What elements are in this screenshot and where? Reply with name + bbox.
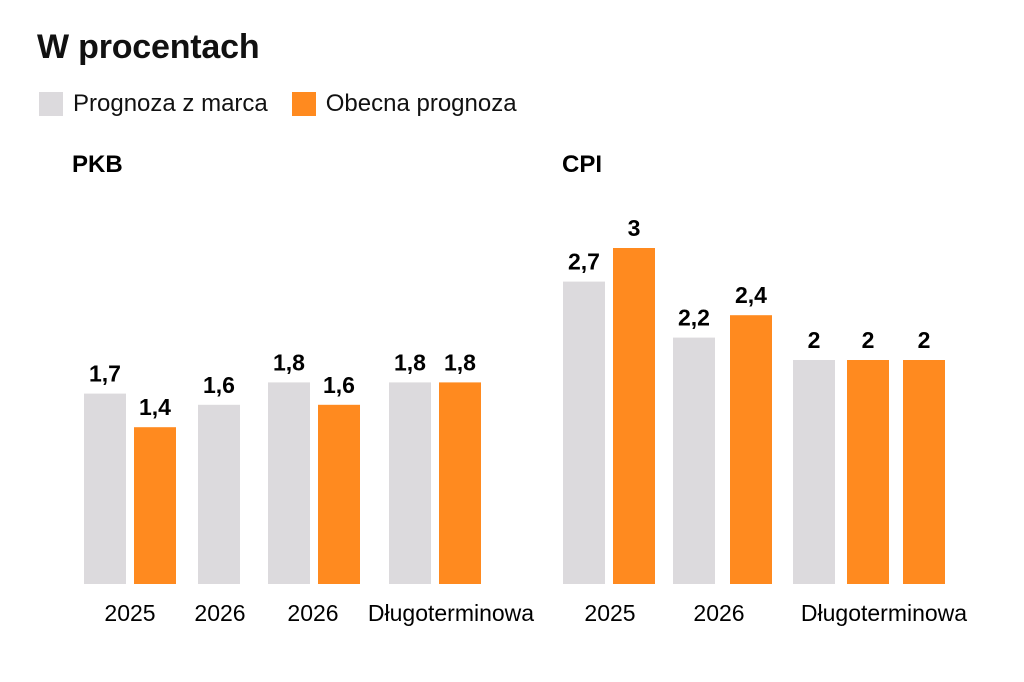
bar-pkb-3-0 — [389, 382, 431, 584]
value-label-cpi-0-0: 2,7 — [568, 249, 600, 275]
legend: Prognoza z marca Obecna prognoza — [39, 90, 541, 118]
category-label-cpi-1: 2026 — [693, 600, 744, 626]
bar-pkb-0-0 — [84, 393, 126, 584]
category-label-pkb-3: Długoterminowa — [368, 600, 534, 626]
panel-title-pkb: PKB — [72, 151, 123, 178]
bar-pkb-2-1 — [318, 404, 360, 584]
value-label-pkb-2-1: 1,6 — [323, 372, 355, 398]
category-label-pkb-0: 2025 — [104, 600, 155, 626]
bar-pkb-2-0 — [268, 382, 310, 584]
value-label-cpi-0-1: 3 — [628, 215, 641, 241]
value-label-cpi-2-1: 2 — [862, 327, 875, 353]
bar-cpi-0-0 — [563, 281, 605, 584]
bar-cpi-1-1 — [730, 315, 772, 584]
bar-cpi-0-1 — [613, 248, 655, 584]
value-label-pkb-3-1: 1,8 — [444, 349, 476, 375]
value-label-cpi-2-0: 2 — [808, 327, 821, 353]
legend-label-prev: Prognoza z marca — [73, 90, 268, 117]
value-label-pkb-0-0: 1,7 — [89, 361, 121, 387]
category-label-cpi-2: Długoterminowa — [801, 600, 967, 626]
legend-swatch-prev — [39, 92, 63, 116]
bar-pkb-1-0 — [198, 404, 240, 584]
category-label-pkb-2: 2026 — [287, 600, 338, 626]
legend-item-prev: Prognoza z marca — [39, 90, 268, 118]
legend-label-curr: Obecna prognoza — [325, 90, 517, 117]
legend-item-curr: Obecna prognoza — [291, 90, 517, 118]
value-label-pkb-3-0: 1,8 — [394, 349, 426, 375]
bar-cpi-2-1 — [847, 360, 889, 584]
value-label-cpi-1-1: 2,4 — [735, 282, 767, 308]
value-label-pkb-1-0: 1,6 — [203, 372, 235, 398]
category-label-cpi-0: 2025 — [584, 600, 635, 626]
value-label-cpi-1-0: 2,2 — [678, 305, 710, 331]
bar-cpi-2-0 — [793, 360, 835, 584]
value-label-pkb-2-0: 1,8 — [273, 349, 305, 375]
value-label-pkb-0-1: 1,4 — [139, 394, 171, 420]
category-label-pkb-1: 2026 — [194, 600, 245, 626]
bar-cpi-2-2 — [903, 360, 945, 584]
legend-swatch-curr — [291, 92, 316, 116]
chart-title: W procentach — [37, 28, 260, 66]
bar-cpi-1-0 — [673, 337, 715, 584]
panel-title-cpi: CPI — [562, 151, 602, 178]
value-label-cpi-2-2: 2 — [918, 327, 931, 353]
bar-pkb-3-1 — [439, 382, 481, 584]
bar-pkb-0-1 — [134, 427, 176, 584]
